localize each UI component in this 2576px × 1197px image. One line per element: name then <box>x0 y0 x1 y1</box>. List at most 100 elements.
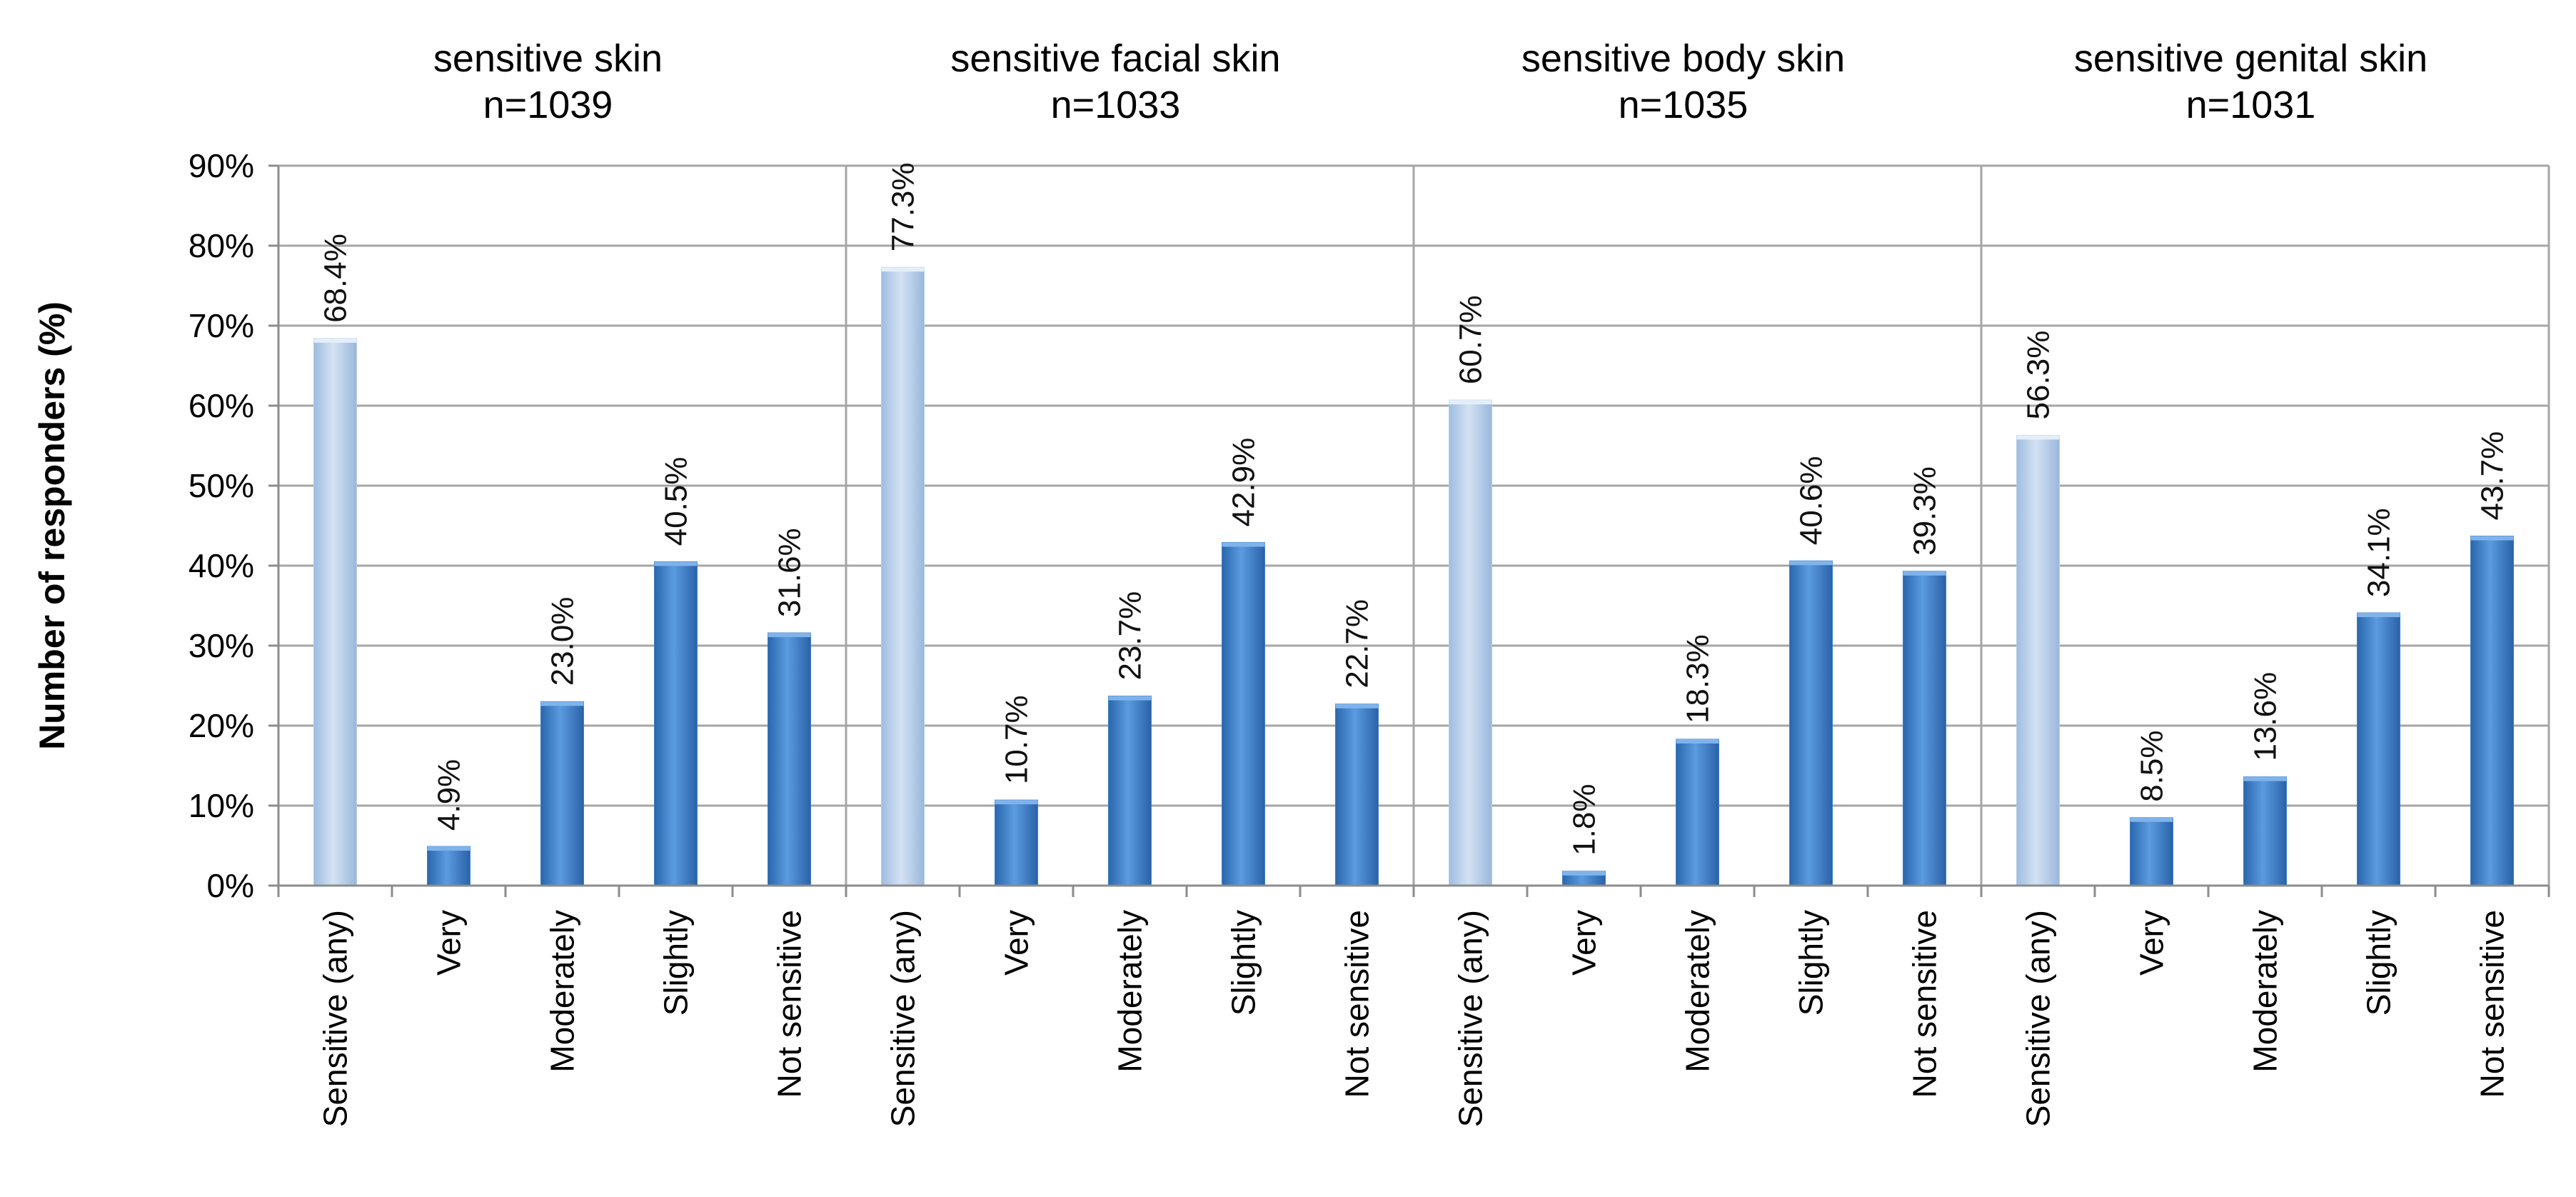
panel-sample-size: n=1031 <box>2186 84 2316 126</box>
x-tick-label: Very <box>1566 910 1603 976</box>
x-tick-label: Slightly <box>658 910 695 1016</box>
x-tick-label: Slightly <box>1793 910 1830 1016</box>
panel-sample-size: n=1039 <box>483 84 613 126</box>
data-label: 8.5% <box>2135 731 2170 802</box>
data-label: 18.3% <box>1681 634 1716 723</box>
bar-cap <box>540 701 584 706</box>
data-label: 23.0% <box>545 597 580 686</box>
y-tick-label: 30% <box>188 627 254 664</box>
data-label: 4.9% <box>432 759 467 831</box>
data-label: 68.4% <box>318 234 353 323</box>
y-tick-label: 40% <box>188 547 254 584</box>
x-tick-label: Very <box>2133 910 2170 976</box>
y-tick-label: 10% <box>188 787 254 824</box>
data-label: 56.3% <box>2021 331 2056 420</box>
bar-cap <box>995 800 1038 805</box>
x-tick-label: Moderately <box>544 910 581 1073</box>
bar-cap <box>2130 817 2173 822</box>
panel-sample-size: n=1035 <box>1619 84 1749 126</box>
data-label: 60.7% <box>1454 295 1489 384</box>
data-label: 43.7% <box>2475 431 2510 521</box>
x-tick-label: Slightly <box>2360 910 2398 1016</box>
data-label: 34.1% <box>2362 508 2397 597</box>
bar-cap <box>1222 542 1265 547</box>
x-tick-label: Slightly <box>1225 910 1262 1016</box>
x-tick-label: Moderately <box>1112 910 1149 1073</box>
bar-cap <box>2243 776 2287 781</box>
bar-cap <box>1676 739 1719 744</box>
bar <box>2357 612 2400 886</box>
panel-title: sensitive facial skin <box>950 37 1280 80</box>
y-tick-label: 90% <box>188 147 254 184</box>
bar-cap <box>427 846 471 851</box>
bar <box>2470 536 2514 886</box>
bar <box>654 561 698 886</box>
y-tick-label: 70% <box>188 307 254 344</box>
data-label: 40.6% <box>1794 456 1829 546</box>
y-axis-label: Number of responders (%) <box>32 301 72 750</box>
data-label: 13.6% <box>2248 672 2283 761</box>
bar-cap <box>2357 613 2400 618</box>
bar <box>1108 696 1152 886</box>
bar <box>1449 399 1492 886</box>
x-tick-label: Sensitive (any) <box>1452 910 1489 1127</box>
data-label: 22.7% <box>1340 599 1375 688</box>
x-tick-label: Moderately <box>2247 910 2284 1073</box>
x-tick-label: Very <box>431 910 468 976</box>
bar-cap <box>313 338 357 343</box>
panel-title: sensitive skin <box>433 37 663 80</box>
bar <box>540 701 584 886</box>
bar-cap <box>1903 571 1946 576</box>
bar-cap <box>768 633 811 638</box>
bar-cap <box>2016 435 2060 440</box>
panel-title: sensitive genital skin <box>2074 37 2427 80</box>
bar <box>1222 542 1265 886</box>
bar <box>1676 738 1719 886</box>
bar-cap <box>1108 696 1152 701</box>
bar-cap <box>1562 871 1606 876</box>
data-label: 10.7% <box>1000 695 1035 784</box>
x-tick-label: Not sensitive <box>1339 910 1376 1098</box>
bar-cap <box>1449 400 1492 405</box>
y-tick-label: 50% <box>188 467 254 504</box>
x-tick-label: Sensitive (any) <box>2020 910 2057 1127</box>
x-tick-label: Sensitive (any) <box>317 910 354 1127</box>
x-tick-label: Not sensitive <box>771 910 808 1098</box>
bar <box>427 846 471 886</box>
data-label: 31.6% <box>773 528 807 617</box>
panel-title: sensitive body skin <box>1521 37 1845 80</box>
bar-cap <box>2470 536 2514 541</box>
bar <box>2130 817 2173 886</box>
panel-sample-size: n=1033 <box>1051 84 1181 126</box>
data-label: 23.7% <box>1113 591 1148 681</box>
data-label: 39.3% <box>1908 466 1943 556</box>
bar-cap <box>881 267 925 272</box>
bar-cap <box>1789 561 1833 566</box>
x-tick-label: Not sensitive <box>1906 910 1943 1098</box>
bar-cap <box>1335 703 1379 708</box>
y-tick-label: 60% <box>188 387 254 424</box>
bar <box>2016 434 2060 886</box>
bar <box>1789 560 1833 886</box>
data-label: 40.5% <box>659 457 694 546</box>
bar <box>2243 776 2287 886</box>
bar-cap <box>654 561 698 566</box>
bar <box>1903 571 1946 886</box>
x-tick-label: Sensitive (any) <box>885 910 922 1127</box>
x-tick-label: Not sensitive <box>2474 910 2511 1098</box>
data-label: 77.3% <box>886 162 921 251</box>
y-tick-label: 0% <box>207 867 254 904</box>
x-tick-label: Very <box>998 910 1035 976</box>
y-tick-label: 80% <box>188 227 254 264</box>
bar <box>881 266 925 886</box>
bar <box>995 799 1038 886</box>
bar <box>313 338 357 886</box>
data-label: 1.8% <box>1567 784 1602 856</box>
bar <box>1335 703 1379 886</box>
y-tick-label: 20% <box>188 707 254 744</box>
data-label: 42.9% <box>1227 438 1262 527</box>
x-tick-label: Moderately <box>1679 910 1716 1073</box>
bar <box>768 632 811 886</box>
